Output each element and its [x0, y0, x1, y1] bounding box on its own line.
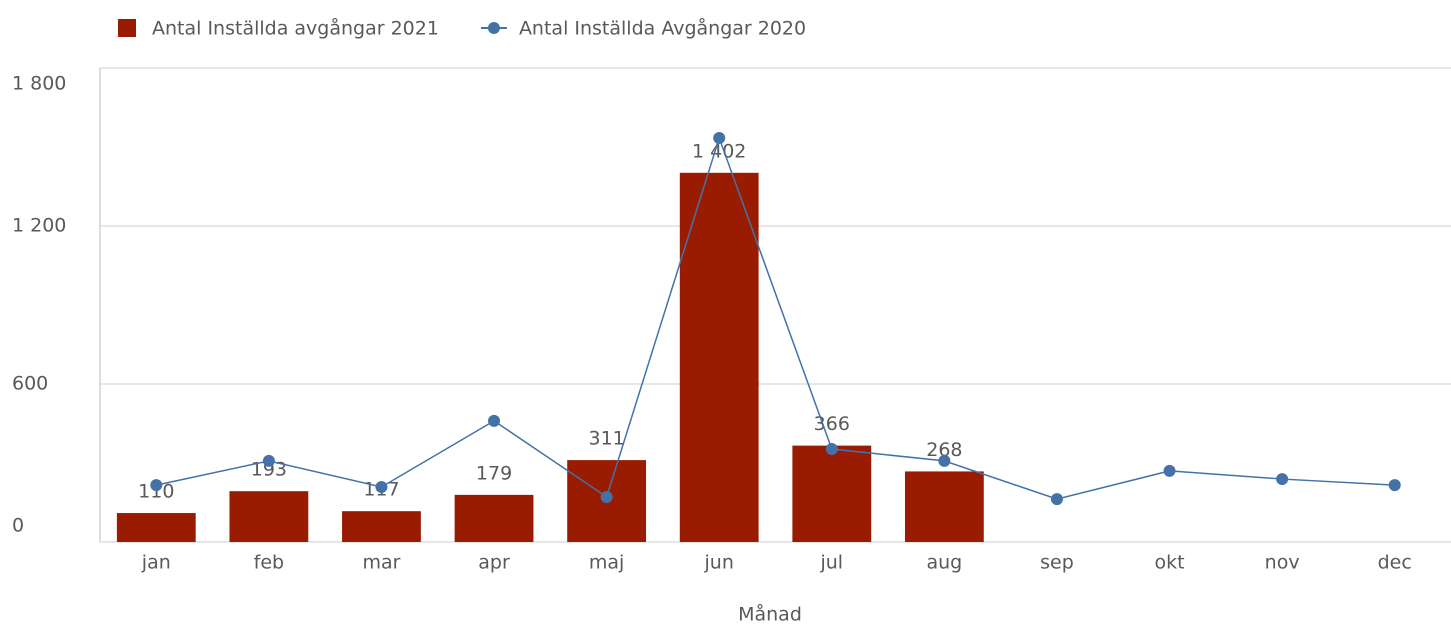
bar-value-label: 1 402 — [692, 140, 746, 162]
bar — [342, 511, 421, 542]
line — [156, 135, 1395, 500]
x-tick-label: dec — [1378, 552, 1412, 574]
line-point — [938, 454, 951, 467]
line-point — [1050, 493, 1063, 506]
legend-swatch — [118, 19, 136, 37]
bar-value-label: 268 — [926, 439, 962, 461]
line-point — [713, 132, 726, 145]
y-tick-label: 600 — [12, 373, 48, 395]
y-tick-label: 0 — [12, 515, 24, 537]
bar-value-label: 193 — [251, 459, 287, 481]
legend-dot — [487, 22, 500, 34]
y-tick-label: 1 200 — [12, 215, 66, 237]
bar — [679, 172, 759, 542]
bar — [229, 491, 309, 542]
line-point — [488, 414, 501, 427]
x-tick-label: mar — [362, 552, 400, 574]
x-tick-label: feb — [254, 552, 284, 574]
line-point — [825, 443, 838, 456]
line-point — [600, 490, 613, 503]
x-tick-label: jul — [819, 552, 843, 574]
x-tick-label: nov — [1265, 552, 1300, 574]
legend-label: Antal Inställda avgångar 2021 — [152, 17, 439, 40]
line-point — [262, 454, 275, 467]
line-point — [375, 480, 388, 493]
bar-value-label: 366 — [814, 413, 850, 435]
bar — [792, 445, 872, 542]
bar-value-label: 311 — [588, 428, 624, 450]
x-tick-label: aug — [927, 552, 963, 574]
x-tick-label: sep — [1040, 552, 1074, 574]
y-tick-label: 1 800 — [12, 73, 66, 95]
x-tick-label: maj — [589, 552, 624, 574]
legend-label: Antal Inställda Avgångar 2020 — [519, 17, 806, 40]
line-point — [150, 479, 163, 492]
x-tick-label: jan — [141, 552, 171, 574]
bar — [454, 494, 534, 542]
bar-value-label: 179 — [476, 462, 512, 484]
bar — [116, 513, 196, 542]
x-tick-label: apr — [478, 552, 510, 574]
bar-value-label: 110 — [138, 481, 174, 503]
line-point — [1388, 479, 1401, 492]
x-tick-label: okt — [1155, 552, 1185, 574]
x-axis-title: Månad — [738, 603, 802, 626]
x-tick-label: jun — [704, 552, 734, 574]
bar — [904, 471, 984, 542]
line-point — [1163, 464, 1176, 477]
line-point — [1276, 473, 1289, 486]
